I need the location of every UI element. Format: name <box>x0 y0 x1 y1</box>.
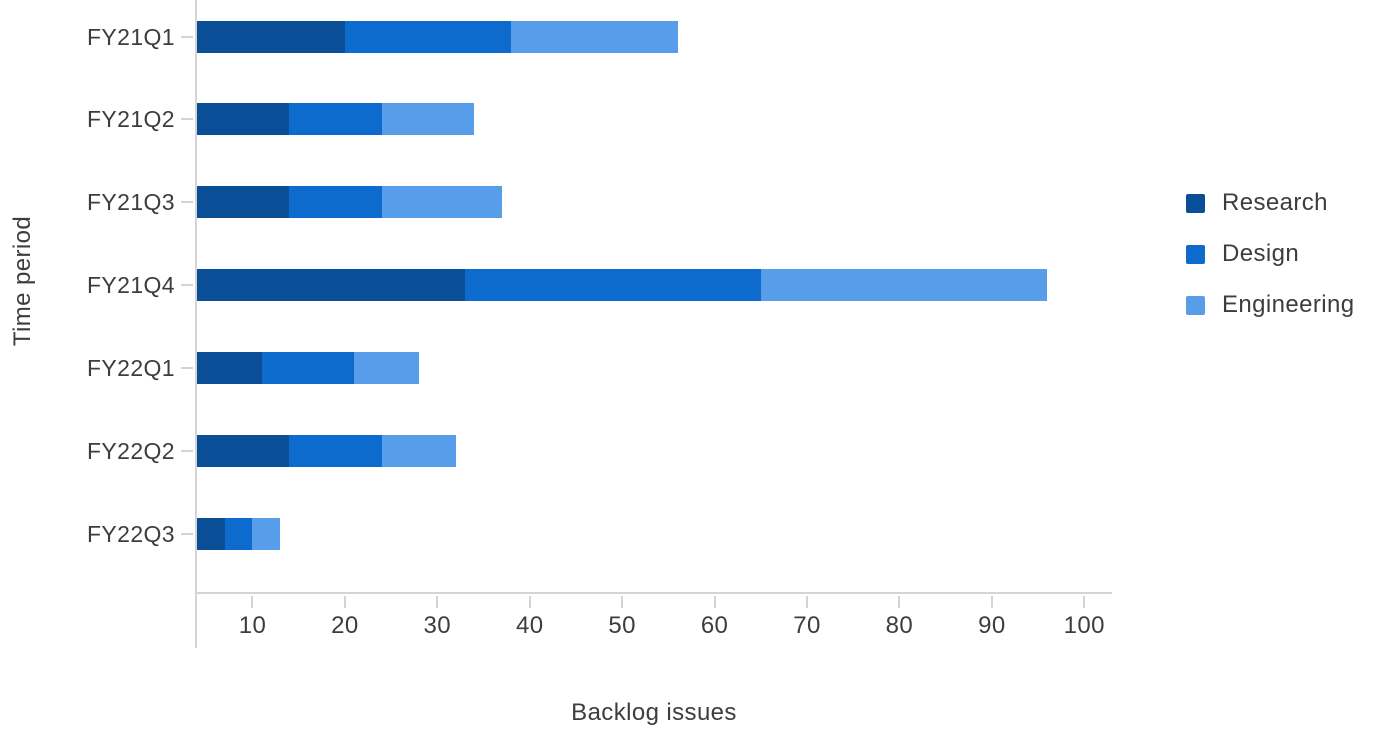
bar-segment-fy21q3-research[interactable] <box>197 186 290 219</box>
x-axis-title: Backlog issues <box>571 699 737 726</box>
legend-swatch-design-icon <box>1186 244 1205 264</box>
y-axis-label-fy22q3: FY22Q3 <box>86 520 175 547</box>
y-axis-label-fy21q3: FY21Q3 <box>86 189 175 216</box>
y-axis-label-fy22q1: FY22Q1 <box>86 355 175 382</box>
x-tick-30 <box>436 596 439 608</box>
bar-row-fy21q2 <box>197 103 1112 136</box>
x-tick-label-40: 40 <box>515 612 544 639</box>
y-tick-fy22q1 <box>181 367 193 370</box>
x-tick-label-20: 20 <box>331 612 359 639</box>
bar-segment-fy22q3-design[interactable] <box>224 517 253 550</box>
x-tick-20 <box>343 596 346 608</box>
bar-row-fy22q2 <box>197 435 1112 467</box>
y-tick-fy22q2 <box>181 450 193 452</box>
bar-segment-fy22q1-engineering[interactable] <box>354 352 419 385</box>
x-tick-label-90: 90 <box>978 612 1006 639</box>
bar-segment-fy22q2-design[interactable] <box>289 435 382 467</box>
x-tick-40 <box>528 596 531 608</box>
legend-item-design[interactable]: Design <box>1186 239 1355 269</box>
x-tick-label-80: 80 <box>885 612 914 639</box>
y-axis-label-fy22q2: FY22Q2 <box>86 438 175 464</box>
bar-segment-fy21q2-design[interactable] <box>289 103 382 136</box>
bar-segment-fy21q4-research[interactable] <box>197 269 466 302</box>
legend-item-research[interactable]: Research <box>1186 188 1355 218</box>
x-tick-label-50: 50 <box>608 612 636 639</box>
legend-item-engineering[interactable]: Engineering <box>1186 290 1355 320</box>
x-tick-80 <box>898 596 901 608</box>
x-tick-70 <box>805 596 808 608</box>
y-tick-fy21q3 <box>181 201 193 204</box>
bar-row-fy21q4 <box>197 269 1112 302</box>
bar-segment-fy21q1-engineering[interactable] <box>511 20 678 53</box>
bar-segment-fy21q2-engineering[interactable] <box>381 103 475 136</box>
bar-row-fy21q1 <box>197 20 1112 53</box>
bar-row-fy21q3 <box>197 186 1112 219</box>
x-tick-label-10: 10 <box>238 612 267 639</box>
bar-segment-fy21q4-design[interactable] <box>465 269 761 302</box>
bar-row-fy22q1 <box>197 352 1112 385</box>
bar-segment-fy22q3-engineering[interactable] <box>252 517 281 550</box>
legend-swatch-engineering-icon <box>1186 295 1205 315</box>
bar-segment-fy22q1-design[interactable] <box>261 352 355 385</box>
legend-swatch-research-icon <box>1186 193 1205 213</box>
bar-segment-fy21q3-design[interactable] <box>289 186 382 219</box>
x-tick-100 <box>1083 596 1086 608</box>
y-axis-label-fy21q2: FY21Q2 <box>86 106 175 133</box>
x-axis-line <box>195 592 1112 594</box>
bar-segment-fy21q4-engineering[interactable] <box>760 269 1048 302</box>
plot-area: 10 20 30 40 50 60 70 80 90 100 <box>181 0 1112 648</box>
legend-label-engineering: Engineering <box>1222 291 1355 318</box>
x-tick-90 <box>990 596 993 608</box>
bar-segment-fy21q3-engineering[interactable] <box>381 186 502 219</box>
bar-row-fy22q3 <box>197 517 1112 550</box>
bar-segment-fy22q1-research[interactable] <box>197 352 262 385</box>
legend-label-research: Research <box>1222 189 1328 216</box>
y-tick-fy21q2 <box>181 118 193 121</box>
y-tick-fy21q1 <box>181 35 193 38</box>
x-tick-10 <box>251 596 254 608</box>
x-tick-label-70: 70 <box>793 612 821 639</box>
x-tick-50 <box>621 596 624 608</box>
bar-segment-fy22q3-research[interactable] <box>197 517 225 550</box>
bar-segment-fy21q1-research[interactable] <box>197 20 345 53</box>
y-axis-label-fy21q4: FY21Q4 <box>86 272 175 299</box>
x-tick-label-60: 60 <box>700 612 729 639</box>
x-tick-label-30: 30 <box>423 612 452 639</box>
bar-segment-fy21q1-design[interactable] <box>344 20 512 53</box>
bar-segment-fy21q2-research[interactable] <box>197 103 290 136</box>
x-tick-60 <box>713 596 716 608</box>
x-tick-label-100: 100 <box>1063 612 1105 639</box>
bar-segment-fy22q2-engineering[interactable] <box>381 435 456 467</box>
y-axis-line <box>195 0 197 648</box>
y-tick-fy21q4 <box>181 284 193 287</box>
y-axis-label-fy21q1: FY21Q1 <box>86 23 175 50</box>
y-tick-fy22q3 <box>181 532 193 535</box>
legend: Research Design Engineering <box>1186 188 1355 320</box>
bar-segment-fy22q2-research[interactable] <box>197 435 290 467</box>
legend-label-design: Design <box>1222 240 1300 267</box>
